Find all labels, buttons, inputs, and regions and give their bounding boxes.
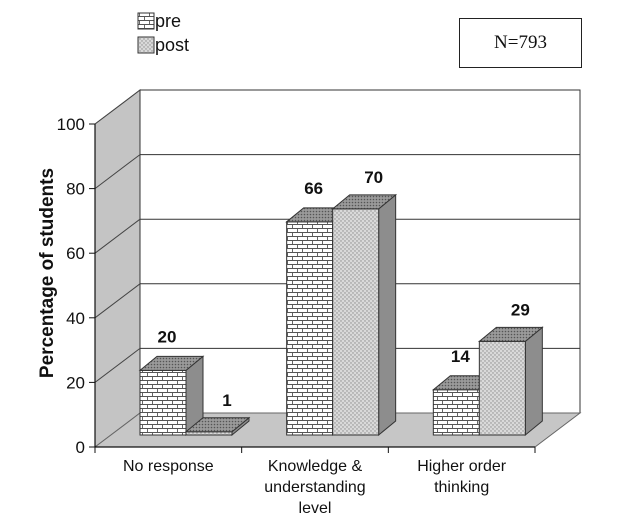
legend: pre post [137,8,217,56]
bar-post-0-top [184,417,251,433]
bar-post-0 [184,416,251,437]
bar-post-2-top [477,326,544,342]
x-tick-label: No response [123,458,214,475]
bar-post-2 [477,326,544,437]
bar-pre-0 [138,355,205,437]
bar-post-1-top [331,194,398,210]
bar-post-2-side [524,326,543,437]
y-axis-label: Percentage of students [37,167,58,379]
y-tick-label: 40 [66,309,85,328]
gridline-depth [94,89,141,125]
bar-post-2-front [478,340,526,436]
data-label-pre-1: 66 [304,179,323,198]
bar-pre-0-top [138,355,205,371]
chart-axes: 0 20 40 60 80 100 No response Knowledge & unders… [57,115,536,517]
legend-swatch-post [137,36,155,54]
legend-label-post: post [155,34,190,55]
x-tick-label: Higher order [417,458,507,475]
y-tick-label: 0 [76,438,85,457]
bar-post-1 [331,193,398,437]
gridline-depth [94,154,141,189]
data-label-post-1: 70 [364,168,383,187]
x-tick-label: level [299,500,332,517]
sample-size-annotation: N=793 [459,18,582,68]
bar-pre-0-front [139,369,187,436]
bar-post-1-side [378,193,397,437]
data-label-pre-2: 14 [451,347,470,366]
y-tick-label: 20 [66,373,85,392]
legend-label-pre: pre [155,10,182,31]
legend-item-pre: pre [137,10,181,32]
data-label-post-0: 1 [222,391,231,410]
legend-swatch-pre [137,12,155,30]
data-label-post-2: 29 [511,300,530,319]
sample-size-text: N=793 [494,32,547,53]
chart-bars [138,193,544,437]
y-tick-label: 100 [57,115,85,134]
y-tick-label: 60 [66,244,85,263]
data-label-pre-0: 20 [158,327,177,346]
gridline-depth [94,218,141,254]
y-tick-label: 80 [66,180,85,199]
bar-post-1-front [332,208,380,436]
chart-labels: 20 1 66 70 14 29 [158,168,530,410]
x-tick-label: Knowledge & [268,458,363,475]
bar-pre-1-front [286,221,334,436]
bar-pre-2-front [432,389,480,436]
gridline-depth [94,283,141,319]
gridline-depth [94,348,141,383]
legend-item-post: post [137,34,189,56]
x-tick-label: understanding [264,479,365,496]
x-tick-label: thinking [434,479,489,496]
chart-side-wall [94,88,141,449]
